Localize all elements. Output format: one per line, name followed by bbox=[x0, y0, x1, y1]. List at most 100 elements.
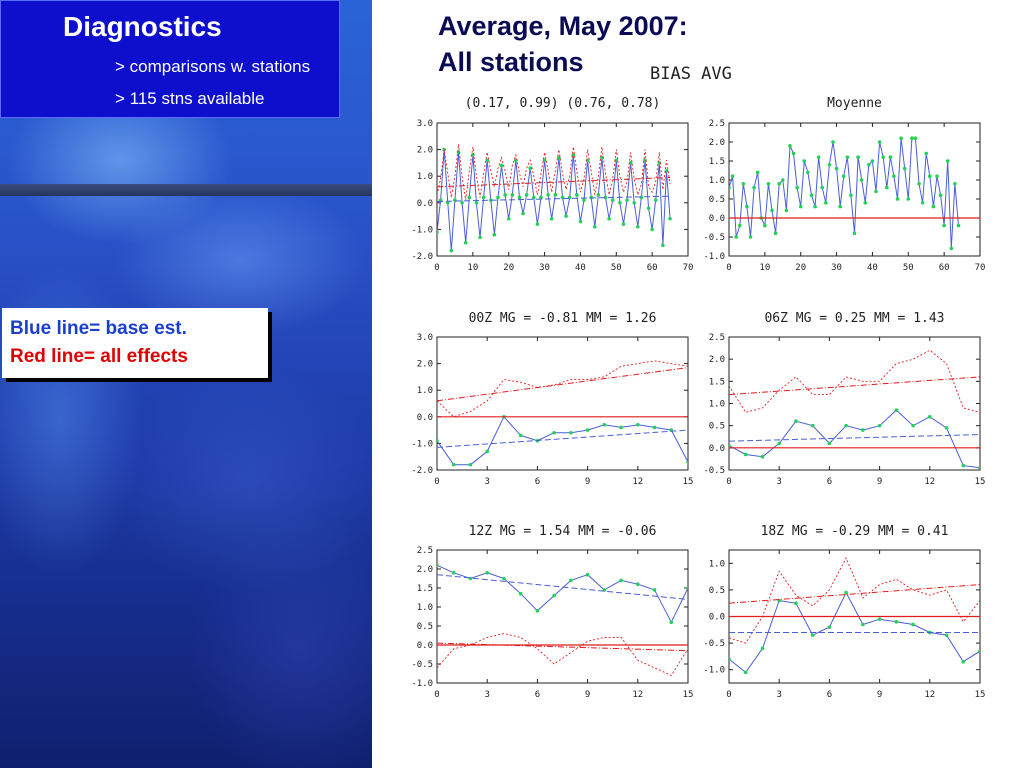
data-point bbox=[502, 576, 506, 581]
data-point bbox=[578, 219, 583, 224]
y-tick-label: 3.0 bbox=[417, 333, 433, 343]
trend-line-blue bbox=[437, 429, 688, 448]
plot-area bbox=[437, 360, 688, 467]
x-tick-label: 9 bbox=[585, 690, 590, 700]
data-point bbox=[451, 462, 456, 467]
x-tick-label: 40 bbox=[867, 263, 878, 273]
data-point bbox=[585, 428, 590, 432]
data-point bbox=[610, 198, 615, 202]
data-point bbox=[652, 588, 657, 592]
data-point bbox=[438, 198, 443, 202]
data-point bbox=[810, 633, 815, 637]
y-tick-label: 1.0 bbox=[417, 172, 433, 182]
data-point bbox=[557, 155, 561, 160]
data-point bbox=[810, 423, 815, 428]
chart-title: Moyenne bbox=[827, 96, 882, 111]
data-point bbox=[827, 625, 832, 629]
data-point bbox=[496, 195, 500, 200]
data-point bbox=[569, 578, 573, 583]
data-point bbox=[777, 598, 781, 603]
data-point bbox=[788, 144, 792, 148]
data-point bbox=[437, 563, 439, 567]
plot-area bbox=[729, 556, 980, 675]
x-tick-label: 0 bbox=[434, 477, 439, 487]
data-point bbox=[639, 195, 644, 200]
data-point bbox=[920, 201, 925, 205]
data-point bbox=[589, 195, 593, 200]
data-point bbox=[944, 426, 949, 430]
data-point bbox=[863, 201, 868, 205]
plot-frame bbox=[436, 336, 689, 471]
y-tick-label: 2.0 bbox=[417, 565, 433, 575]
data-point bbox=[442, 147, 446, 152]
y-tick-label: 0.5 bbox=[417, 622, 433, 632]
legend-blue-line: Blue line= base est. bbox=[10, 318, 187, 339]
x-tick-label: 10 bbox=[759, 263, 770, 273]
y-tick-label: 0.0 bbox=[709, 444, 725, 454]
data-point bbox=[535, 222, 540, 226]
data-point bbox=[910, 136, 914, 140]
data-point bbox=[460, 201, 464, 205]
y-tick-label: 2.0 bbox=[417, 146, 433, 156]
x-tick-label: 60 bbox=[647, 263, 658, 273]
y-tick-label: 2.5 bbox=[709, 119, 725, 129]
data-point bbox=[760, 646, 765, 651]
series-line-blue bbox=[729, 137, 959, 249]
data-point bbox=[503, 193, 507, 197]
data-point bbox=[861, 622, 865, 627]
data-point bbox=[625, 198, 629, 202]
trend-line-red bbox=[729, 376, 980, 396]
data-point bbox=[763, 223, 767, 228]
chart-title: 06Z MG = 0.25 MM = 1.43 bbox=[764, 311, 944, 326]
data-point bbox=[938, 193, 943, 197]
background-panel bbox=[0, 0, 372, 768]
x-tick-label: 3 bbox=[776, 690, 781, 700]
data-point bbox=[552, 430, 556, 435]
data-point bbox=[614, 158, 619, 163]
data-point bbox=[535, 609, 540, 613]
data-point bbox=[602, 422, 607, 427]
x-tick-label: 3 bbox=[776, 477, 781, 487]
data-point bbox=[741, 182, 746, 186]
data-point bbox=[485, 449, 490, 454]
data-point bbox=[961, 463, 966, 468]
data-point bbox=[485, 571, 490, 575]
x-tick-label: 60 bbox=[939, 263, 950, 273]
data-point bbox=[942, 223, 946, 228]
data-point bbox=[661, 243, 665, 248]
plot-frame bbox=[436, 549, 689, 684]
x-tick-label: 70 bbox=[683, 263, 694, 273]
y-tick-label: 1.0 bbox=[709, 400, 725, 410]
data-point bbox=[773, 231, 778, 235]
data-point bbox=[798, 204, 803, 209]
y-tick-label: -1.0 bbox=[411, 439, 433, 449]
data-point bbox=[592, 224, 597, 229]
data-point bbox=[806, 170, 810, 175]
data-point bbox=[506, 216, 511, 221]
data-point bbox=[766, 182, 771, 186]
data-point bbox=[502, 415, 506, 419]
data-point bbox=[849, 193, 853, 197]
data-point bbox=[636, 582, 640, 586]
y-tick-label: 2.5 bbox=[417, 546, 433, 556]
x-tick-label: 30 bbox=[831, 263, 842, 273]
sidebar-subtitle-1: > comparisons w. stations bbox=[115, 57, 311, 76]
chart-title: 18Z MG = -0.29 MM = 0.41 bbox=[761, 524, 949, 539]
data-point bbox=[888, 155, 893, 159]
data-point bbox=[978, 465, 980, 470]
data-point bbox=[861, 428, 865, 432]
data-point bbox=[636, 224, 640, 229]
x-tick-label: 0 bbox=[726, 477, 731, 487]
data-point bbox=[824, 201, 828, 205]
y-tick-label: 1.0 bbox=[709, 176, 725, 186]
data-point bbox=[657, 161, 662, 165]
trend-line-blue bbox=[437, 195, 671, 202]
data-point bbox=[892, 174, 896, 178]
plot-frame bbox=[728, 122, 981, 257]
data-point bbox=[734, 235, 738, 239]
data-point bbox=[944, 633, 949, 637]
chart-title: 00Z MG = -0.81 MM = 1.26 bbox=[469, 311, 657, 326]
plot-area bbox=[729, 349, 980, 470]
plot-area bbox=[437, 144, 672, 253]
plot-frame bbox=[728, 336, 981, 471]
